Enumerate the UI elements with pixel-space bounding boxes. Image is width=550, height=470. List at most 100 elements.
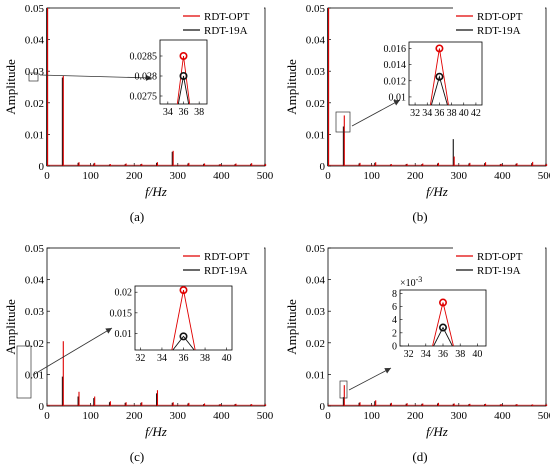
y-axis-label: Amplitude: [284, 299, 299, 355]
inset-peak-rdt-opt: [429, 48, 449, 106]
inset-x-tick-label: 36: [434, 108, 444, 119]
inset-x-tick-label: 34: [422, 108, 432, 119]
zoom-arrow: [351, 99, 401, 127]
legend-entry: RDT-19A: [477, 265, 521, 277]
inset-peak-rdt-19a: [433, 326, 453, 347]
y-tick-label: 0.04: [25, 35, 45, 47]
zoom-region-box: [335, 111, 351, 133]
series-rdt-19a: [46, 8, 266, 166]
y-tick-label: 0.01: [25, 369, 44, 381]
legend: RDT-OPT RDT-19A: [453, 7, 545, 37]
x-tick-label: 500: [538, 170, 550, 182]
zoom-region-box: [28, 72, 39, 82]
x-axis-label: f/Hz: [426, 184, 448, 199]
zoom-arrow-head: [393, 100, 400, 106]
inset-marker-rdt-opt: [179, 286, 188, 295]
legend-box: [180, 7, 264, 37]
x-axis-label: f/Hz: [426, 424, 448, 439]
inset-x-tick-label: 40: [222, 353, 232, 364]
chart-panel-b: 0 100 200 300 400 500 0 0.01 0.02 0.03 0.04 0.05 f/H…: [284, 3, 550, 224]
x-tick-label: 0: [325, 170, 331, 182]
inset-x-tick-label: 38: [200, 353, 210, 364]
inset-x-tick-label: 42: [471, 108, 481, 119]
legend-entry: RDT-19A: [204, 265, 248, 277]
y-tick-label: 0.03: [306, 306, 326, 318]
chart-panel-a: 0 100 200 300 400 500 0 0.01 0.02 0.03 0.04 0.05 f/H…: [3, 3, 274, 224]
legend: RDT-OPT RDT-19A: [180, 247, 264, 277]
y-tick-label: 0.01: [306, 129, 325, 141]
inset-x-tick-label: 32: [410, 108, 420, 119]
inset-exponent-power: -3: [416, 275, 423, 284]
inset-y-tick-label: 0: [392, 342, 397, 353]
y-tick-label: 0.04: [25, 275, 45, 287]
legend-entry: RDT-19A: [477, 25, 521, 37]
y-tick-label: 0.01: [25, 129, 44, 141]
legend-entry: RDT-19A: [204, 25, 248, 37]
inset-peak-rdt-19a: [172, 335, 195, 351]
x-tick-label: 100: [363, 410, 380, 422]
inset-peak-rdt-opt: [176, 55, 191, 105]
y-tick-label: 0.05: [25, 3, 45, 15]
inset-x-tick-label: 32: [135, 353, 145, 364]
y-tick-label: 0.02: [25, 338, 44, 350]
y-tick-label: 0.01: [306, 369, 325, 381]
y-tick-label: 0.05: [306, 3, 326, 15]
y-tick-label: 0.04: [306, 35, 326, 47]
inset-x-tick-label: 32: [404, 349, 414, 360]
x-tick-label: 500: [538, 410, 550, 422]
x-tick-label: 300: [451, 410, 468, 422]
y-tick-label: 0: [39, 401, 45, 413]
inset-x-tick-label: 38: [455, 349, 465, 360]
y-tick-label: 0.02: [306, 98, 325, 110]
y-axis-label: Amplitude: [284, 59, 299, 115]
x-tick-label: 300: [170, 410, 187, 422]
x-tick-label: 400: [213, 170, 230, 182]
y-axis-label: Amplitude: [3, 299, 18, 355]
y-tick-label: 0.05: [25, 243, 45, 255]
legend: RDT-OPT RDT-19A: [453, 247, 545, 277]
x-tick-label: 500: [257, 170, 274, 182]
inset-marker-rdt-19a: [435, 72, 444, 81]
zoom-arrow: [348, 367, 392, 391]
x-tick-label: 300: [170, 170, 187, 182]
y-tick-label: 0: [39, 161, 45, 173]
inset-marker-rdt-19a: [179, 72, 188, 81]
inset-peak-rdt-19a: [177, 75, 190, 105]
panel-label: (b): [412, 209, 427, 224]
inset-x-tick-label: 38: [194, 107, 204, 118]
inset-y-tick-label: 8: [392, 289, 397, 300]
inset: 32 34 36 38 40 0 2 4 6 8×10-3: [392, 275, 487, 360]
legend-box: [453, 7, 545, 37]
y-tick-label: 0: [320, 401, 326, 413]
legend-entry: RDT-OPT: [477, 251, 523, 263]
x-tick-label: 400: [213, 410, 230, 422]
inset-x-tick-label: 36: [179, 353, 189, 364]
zoom-arrow-head: [105, 328, 112, 334]
series-rdt-19a: [327, 8, 547, 166]
y-tick-label: 0.03: [25, 66, 45, 78]
zoom-arrow-head: [145, 74, 152, 81]
x-axis-label: f/Hz: [145, 424, 167, 439]
chart-panel-d: 010020030040050000.010.020.030.040.05f/H…: [284, 243, 550, 464]
inset-marker-rdt-opt: [179, 51, 188, 60]
legend-entry: RDT-OPT: [477, 11, 523, 23]
legend: RDT-OPT RDT-19A: [180, 7, 264, 37]
inset-y-tick-label: 0.02: [115, 288, 133, 299]
zoom-arrow-head: [384, 368, 391, 374]
y-tick-label: 0.05: [306, 243, 326, 255]
x-tick-label: 500: [257, 410, 274, 422]
inset-y-tick-label: 0.028: [135, 72, 158, 83]
inset-y-tick-label: 0.012: [384, 76, 407, 87]
y-axis-label: Amplitude: [3, 59, 18, 115]
inset-marker-rdt-19a: [179, 332, 188, 341]
inset-y-tick-label: 0.01: [115, 329, 133, 340]
inset-x-tick-label: 36: [438, 349, 448, 360]
inset-y-tick-label: 2: [392, 328, 397, 339]
legend-box: [180, 247, 264, 277]
inset-y-tick-label: 0.0275: [130, 92, 158, 103]
legend-entry: RDT-OPT: [204, 251, 250, 263]
panel-label: (c): [130, 449, 144, 464]
y-tick-label: 0.03: [25, 306, 45, 318]
inset-y-tick-label: 0.01: [389, 92, 407, 103]
